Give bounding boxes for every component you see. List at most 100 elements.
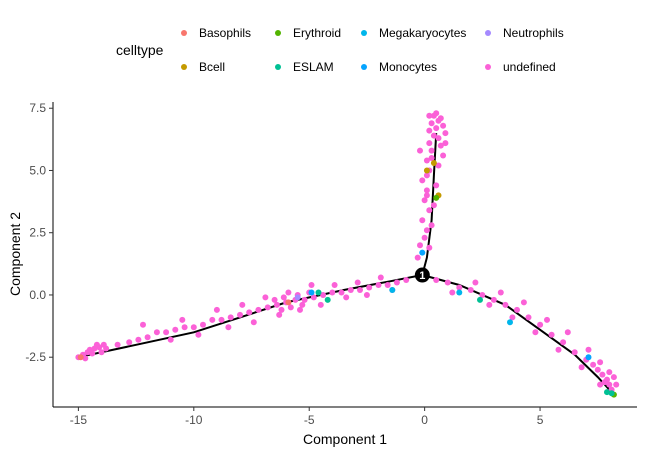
point-undefined xyxy=(93,341,100,348)
point-undefined xyxy=(437,115,444,122)
point-undefined xyxy=(181,324,188,331)
point-undefined xyxy=(419,177,426,184)
point-undefined xyxy=(98,349,105,356)
branch-point xyxy=(414,267,430,283)
branch-point-label: 1 xyxy=(419,270,425,282)
point-undefined xyxy=(354,279,361,286)
point-undefined xyxy=(167,336,174,343)
legend-key-undefined xyxy=(485,64,491,70)
point-undefined xyxy=(423,192,430,199)
point-undefined xyxy=(585,346,592,353)
point-undefined xyxy=(227,314,234,321)
point-undefined xyxy=(426,127,433,134)
point-undefined xyxy=(435,162,442,169)
point-undefined xyxy=(331,282,338,288)
legend-label-erythroid: Erythroid xyxy=(293,26,341,40)
point-monocytes xyxy=(585,354,592,361)
point-undefined xyxy=(564,329,571,336)
x-tick-label: -10 xyxy=(185,413,203,427)
point-undefined xyxy=(423,172,430,179)
point-undefined xyxy=(606,369,613,376)
point-undefined xyxy=(82,355,89,362)
legend-key-monocytes xyxy=(361,64,367,70)
point-undefined xyxy=(209,316,216,323)
point-undefined xyxy=(428,155,435,161)
point-eslam xyxy=(604,389,610,396)
point-undefined xyxy=(126,339,133,346)
point-undefined xyxy=(287,304,294,311)
point-undefined xyxy=(237,311,243,318)
point-undefined xyxy=(153,329,160,336)
point-bcell xyxy=(423,167,430,174)
point-undefined xyxy=(239,301,246,308)
point-undefined xyxy=(423,187,430,194)
point-undefined xyxy=(428,147,435,154)
point-undefined xyxy=(366,284,373,291)
point-undefined xyxy=(544,316,550,323)
y-axis-title: Component 2 xyxy=(7,212,23,296)
point-undefined xyxy=(486,301,493,308)
y-tick-label: 7.5 xyxy=(29,101,46,115)
point-undefined xyxy=(440,122,447,129)
point-undefined xyxy=(442,130,449,137)
point-undefined xyxy=(594,366,601,373)
point-undefined xyxy=(417,147,423,154)
point-undefined xyxy=(444,279,451,286)
point-undefined xyxy=(467,287,474,293)
point-undefined xyxy=(190,324,197,331)
point-undefined xyxy=(509,314,516,321)
legend-label-megakaryocytes: Megakaryocytes xyxy=(379,26,466,40)
legend-label-eslam: ESLAM xyxy=(293,60,334,74)
point-undefined xyxy=(537,321,544,328)
point-undefined xyxy=(525,314,532,321)
point-undefined xyxy=(606,381,613,388)
point-undefined xyxy=(421,197,428,204)
y-tick-label: 2.5 xyxy=(29,226,46,240)
point-undefined xyxy=(172,326,179,333)
point-undefined xyxy=(435,135,442,142)
point-erythroid xyxy=(433,194,440,201)
point-neutrophils xyxy=(294,294,301,301)
point-undefined xyxy=(590,361,597,368)
point-undefined xyxy=(437,142,444,149)
legend-key-basophils xyxy=(181,30,187,36)
point-undefined xyxy=(338,289,345,296)
point-undefined xyxy=(280,294,287,301)
point-monocytes xyxy=(419,249,426,256)
point-undefined xyxy=(285,289,292,296)
point-undefined xyxy=(310,294,317,301)
point-undefined xyxy=(414,254,421,261)
point-undefined xyxy=(135,336,142,343)
point-undefined xyxy=(514,306,520,313)
point-undefined xyxy=(357,287,363,293)
point-undefined xyxy=(262,294,269,301)
point-megakaryocytes xyxy=(456,289,463,296)
point-megakaryocytes xyxy=(389,287,396,293)
legend-label-undefined: undefined xyxy=(503,60,556,74)
x-tick-label: 0 xyxy=(421,413,428,427)
point-undefined xyxy=(560,339,567,346)
x-tick-label: -5 xyxy=(304,413,315,427)
point-undefined xyxy=(299,301,306,308)
point-undefined xyxy=(597,359,604,366)
x-tick-label: 5 xyxy=(537,413,544,427)
point-undefined xyxy=(548,331,555,338)
x-axis-title: Component 1 xyxy=(303,431,387,447)
point-undefined xyxy=(532,329,539,336)
legend: celltype Basophils Bcell Erythroid ESLAM Meg… xyxy=(116,26,564,74)
point-undefined xyxy=(421,234,428,241)
point-undefined xyxy=(419,217,426,224)
x-tick-label: -15 xyxy=(70,413,88,427)
point-eslam xyxy=(315,289,322,296)
point-undefined xyxy=(347,287,354,293)
point-undefined xyxy=(363,292,370,298)
trajectory xyxy=(78,133,615,396)
point-undefined xyxy=(428,120,435,127)
point-undefined xyxy=(329,289,336,296)
point-undefined xyxy=(308,282,315,288)
point-undefined xyxy=(613,381,620,388)
branch-point-group: 1 xyxy=(414,267,430,283)
point-undefined xyxy=(103,345,110,352)
point-eslam xyxy=(608,390,615,397)
